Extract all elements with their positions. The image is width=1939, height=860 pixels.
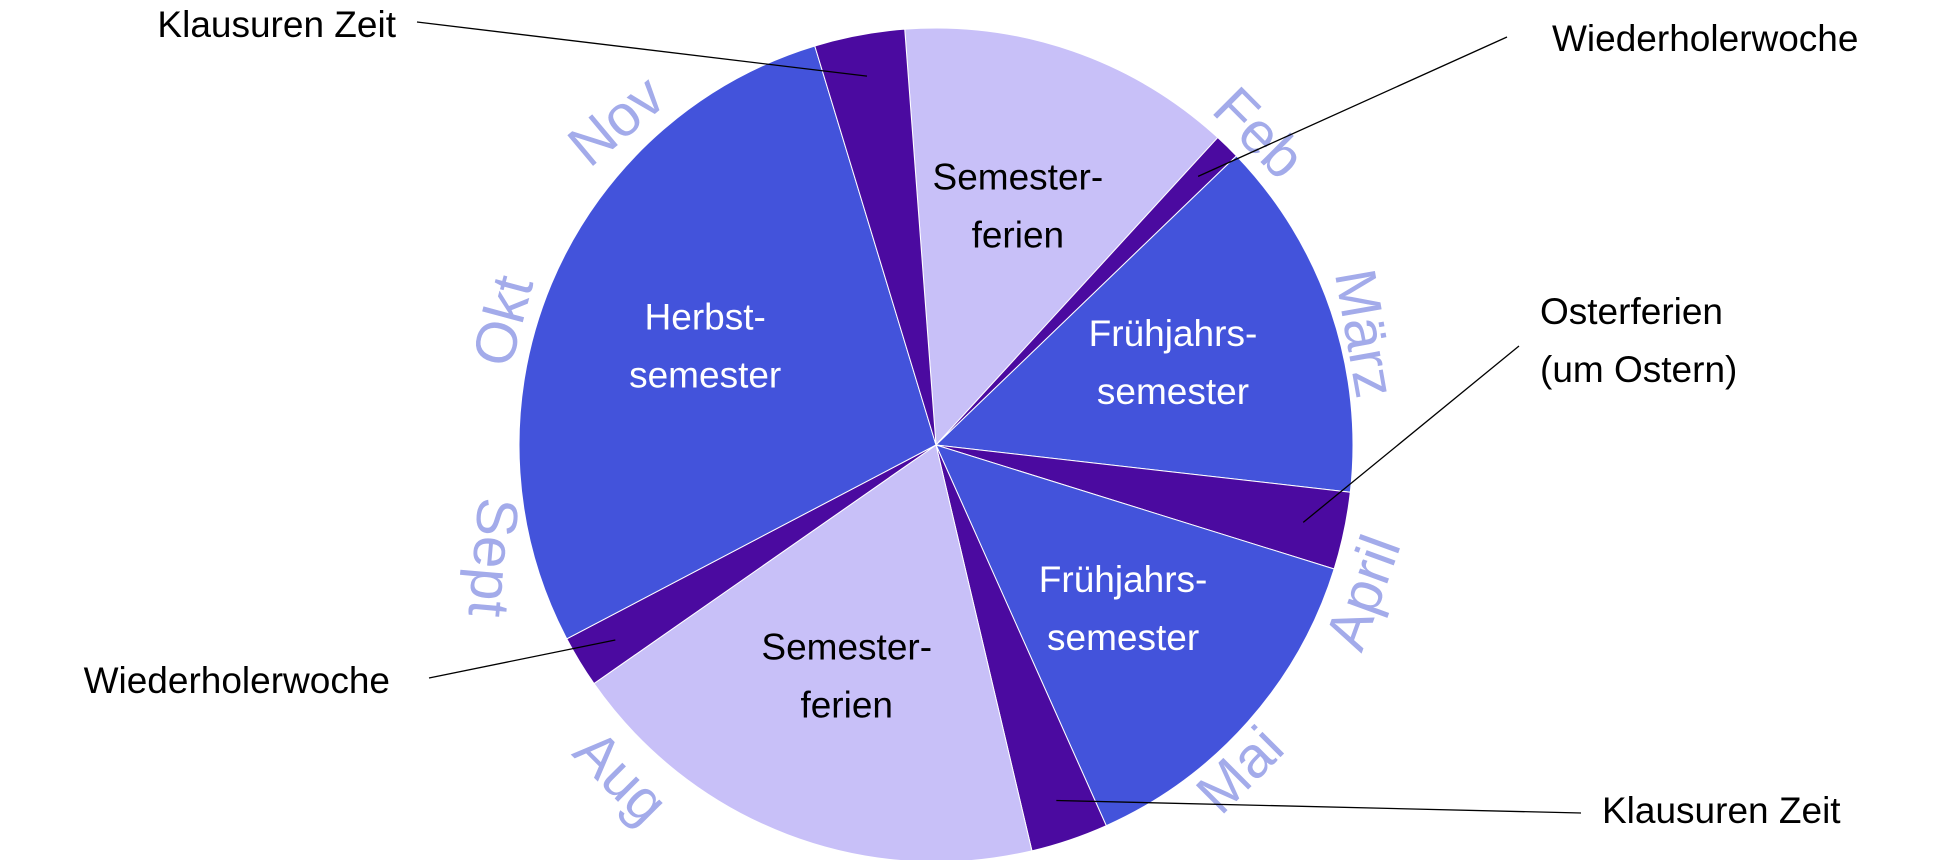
pie-slice (904, 27, 1219, 447)
pie-slice (934, 155, 1354, 493)
leader-line (416, 21, 868, 77)
leader-line (428, 639, 616, 679)
leader-line (1302, 345, 1520, 523)
slice-label: Frühjahrs-semester (1089, 313, 1258, 412)
pie-slice (935, 444, 1335, 827)
slice-label: Semester-ferien (761, 627, 932, 726)
leader-line (1056, 799, 1582, 814)
slice-label: Herbst-semester (629, 296, 781, 395)
slice-label: Klausuren Zeit (157, 4, 396, 45)
leader-line (1197, 36, 1508, 177)
slice-label: Klausuren Zeit (1602, 790, 1841, 831)
slice-label: Semester-ferien (933, 156, 1104, 255)
slice-label: Wiederholerwoche (84, 660, 390, 701)
month-label: Sept (456, 495, 531, 620)
pie-slice (814, 28, 937, 446)
slice-label: Wiederholerwoche (1552, 18, 1858, 59)
pie (518, 27, 1354, 860)
pie-slice (518, 45, 937, 640)
slice-label: Frühjahrs-semester (1039, 559, 1208, 658)
pie-slice (593, 444, 1033, 860)
slice-label: Osterferien (um Ostern) (1540, 291, 1737, 390)
